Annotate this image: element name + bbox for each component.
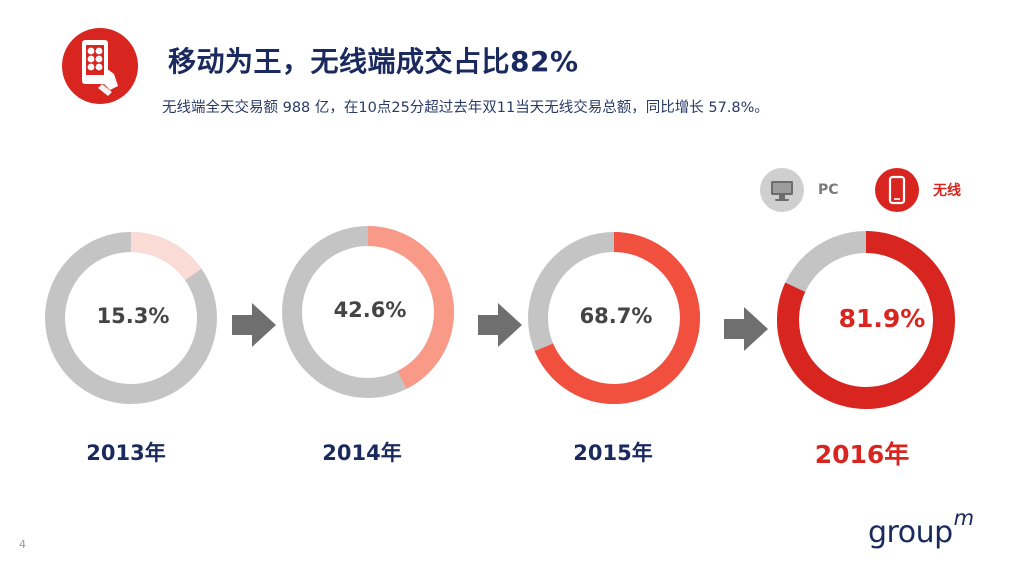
page-title: 移动为王，无线端成交占比82%: [168, 45, 579, 78]
donut-value-label: 15.3%: [96, 304, 170, 328]
donut-value-label: 68.7%: [579, 304, 653, 328]
legend-item-mobile: 无线: [875, 168, 961, 212]
page-number: 4: [19, 538, 26, 551]
donut-value-label: 42.6%: [333, 298, 407, 322]
donut-value-label: 81.9%: [838, 304, 926, 333]
mobile-payment-icon-graphic: [82, 40, 118, 96]
year-label: 2013年: [86, 441, 166, 465]
legend-label-mobile: 无线: [933, 183, 961, 199]
legend-item-pc: PC: [760, 168, 839, 212]
smartphone-icon: [875, 168, 919, 212]
donut-segment-mobile: [777, 231, 955, 409]
donut-segment-mobile: [534, 232, 700, 404]
brand-logo: groupm: [868, 506, 974, 550]
legend-label-pc: PC: [818, 182, 839, 198]
brand-mark: m: [953, 506, 974, 530]
donut-segment-mobile: [367, 226, 454, 389]
year-label: 2014年: [322, 441, 402, 465]
desktop-icon: [760, 168, 804, 212]
year-label: 2015年: [573, 441, 653, 465]
mobile-payment-icon: [62, 28, 138, 104]
donut-segment-mobile: [130, 232, 202, 281]
page-subtitle: 无线端全天交易额 988 亿，在10点25分超过去年双11当天无线交易总额，同比…: [162, 100, 769, 116]
year-label: 2016年: [814, 440, 910, 469]
brand-name: group: [868, 515, 953, 550]
